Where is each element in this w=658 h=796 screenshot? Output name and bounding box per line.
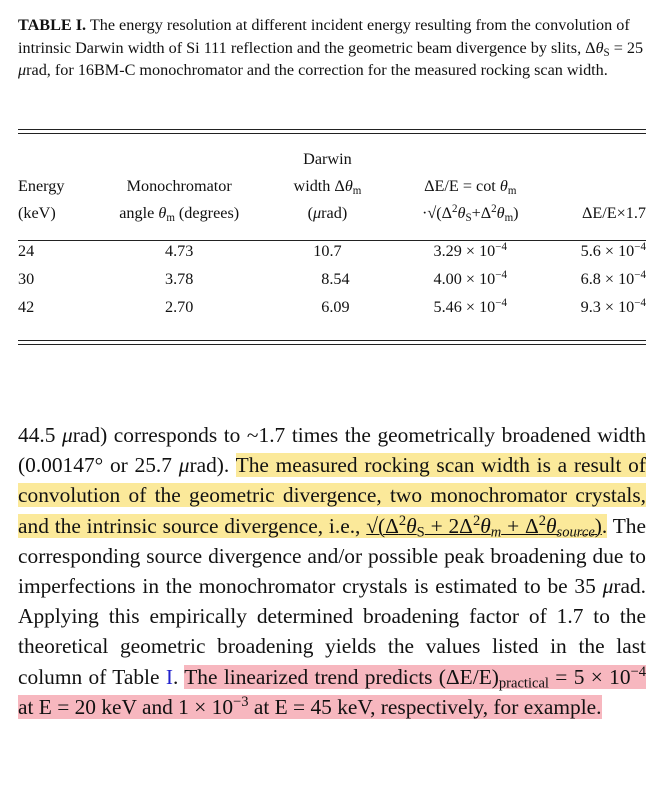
cell-corrected: 5.6 × 10−4 [580, 240, 646, 260]
table-reference-link[interactable]: I [165, 664, 173, 689]
table-header-rule [18, 240, 646, 241]
cell-angle: 3.78 [165, 270, 194, 288]
header-urad: (μrad) [307, 204, 348, 222]
cell-de-e: 3.29 × 10−4 [433, 240, 507, 260]
table-row: 30 3.78 8.54 4.00 × 10−4 6.8 × 10−4 [18, 265, 646, 293]
cell-corrected: 9.3 × 10−4 [580, 296, 646, 316]
cell-de-e: 4.00 × 10−4 [433, 268, 507, 288]
caption-label: TABLE I. [18, 16, 87, 34]
cell-angle: 2.70 [165, 298, 194, 316]
body-paragraph: 44.5 μrad) corresponds to ~1.7 times the… [18, 423, 647, 719]
header-sqrt: ·√(Δ2θS+Δ2θm) [421, 202, 519, 224]
header-kev: (keV) [18, 204, 56, 222]
header-row-2: Energy Monochromator width Δθm ΔE/E = co… [18, 173, 646, 200]
cell-de-e: 5.46 × 10−4 [433, 296, 507, 316]
cell-darwin: 8.54 [321, 270, 350, 288]
table-row: 24 4.73 10.7 3.29 × 10−4 5.6 × 10−4 [18, 237, 646, 265]
table-top-rule-1 [18, 129, 646, 130]
header-row-1: Darwin [18, 146, 646, 173]
table-caption: TABLE I. The energy resolution at differ… [18, 14, 646, 82]
header-angle: angle θm (degrees) [119, 204, 240, 224]
table-bottom-rule-1 [18, 340, 646, 341]
header-de-e: ΔE/E = cot θm [424, 177, 517, 197]
header-energy: Energy [18, 177, 65, 195]
table-bottom-rule-2 [18, 344, 646, 345]
cell-darwin: 10.7 [313, 242, 342, 260]
header-row-3: (keV) angle θm (degrees) (μrad) ·√(Δ2θS+… [18, 200, 646, 227]
cell-energy: 30 [18, 270, 35, 288]
header-width: width Δθm [293, 177, 362, 197]
header-monochromator: Monochromator [126, 177, 232, 195]
header-darwin: Darwin [303, 150, 352, 168]
cell-energy: 24 [18, 242, 35, 260]
cell-energy: 42 [18, 298, 35, 316]
energy-resolution-table: Darwin Energy Monochromator width Δθm ΔE… [18, 146, 646, 321]
cell-angle: 4.73 [165, 242, 194, 260]
table-row: 42 2.70 6.09 5.46 × 10−4 9.3 × 10−4 [18, 293, 646, 321]
header-corrected: ΔE/E×1.7 [581, 204, 646, 222]
table-top-rule-2 [18, 133, 646, 134]
paragraph-text-1: 44.5 μrad) corresponds to ~1.7 times the… [18, 423, 647, 478]
paragraph-text-2: The corresponding source divergence and/… [18, 513, 646, 689]
cell-corrected: 6.8 × 10−4 [580, 268, 646, 288]
caption-text: The energy resolution at different incid… [18, 16, 644, 79]
cell-darwin: 6.09 [321, 298, 350, 316]
